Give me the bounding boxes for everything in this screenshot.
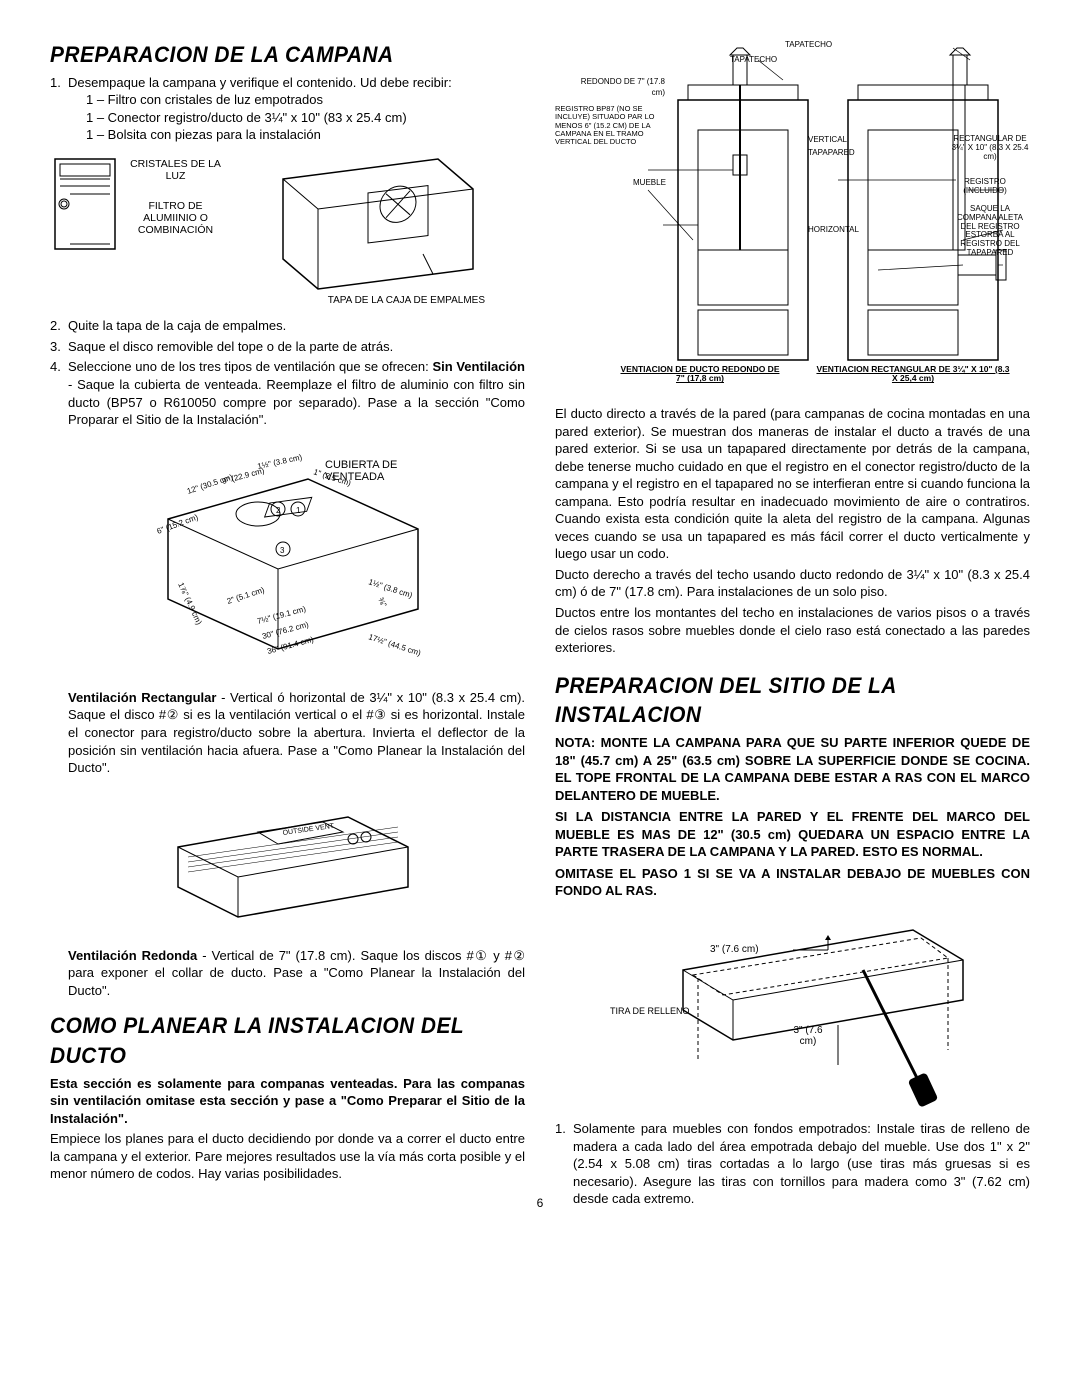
list-item: 2. Quite la tapa de la caja de empalmes. (50, 317, 525, 335)
figure-duct-topology: TAPATECHO TAPATECHO REDONDO DE 7" (17.8 … (555, 40, 1030, 385)
figure-filler-strip: 3" (7.6 cm) TIRA DE RELLENO 3" (7.6 cm) (555, 910, 1030, 1110)
sec1-list: 1. Desempaque la campana y verifique el … (50, 74, 525, 144)
sec1-list2: 2. Quite la tapa de la caja de empalmes.… (50, 317, 525, 428)
svg-text:1½" (3.8 cm): 1½" (3.8 cm) (256, 452, 303, 470)
vent-rect-para: Ventilación Rectangular - Vertical ó hor… (50, 689, 525, 777)
diag-label: VERTICAL (808, 135, 847, 146)
list-item: 1. Desempaque la campana y verifique el … (50, 74, 525, 144)
fig-label-tira: TIRA DE RELLENO (610, 1005, 690, 1017)
diag-label: HORIZONTAL (808, 225, 859, 236)
sec2-p3: El ducto directo a través de la pared (p… (555, 405, 1030, 563)
diag-label: REGISTRO BP87 (NO SE INCLUYE) SITUADO PA… (555, 105, 667, 146)
sec2-p4: Ducto derecho a través del techo usando … (555, 566, 1030, 601)
diag-label: TAPATECHO (785, 40, 832, 51)
sec3-list: 1. Solamente para muebles con fondos emp… (555, 1120, 1030, 1208)
right-column: TAPATECHO TAPATECHO REDONDO DE 7" (17.8 … (555, 40, 1030, 1211)
diag-label: RECTANGULAR DE 3¼" X 10" (8.3 X 25.4 cm) (950, 135, 1030, 161)
diag-label: MUEBLE (633, 178, 666, 189)
sec3-note2: SI LA DISTANCIA ENTRE LA PARED Y EL FREN… (555, 808, 1030, 861)
fig1-label-filtro: FILTRO DE ALUMIINIO O COMBINACIÓN (128, 200, 223, 236)
sec2-title: COMO PLANEAR LA INSTALACION DEL DUCTO (50, 1011, 501, 1070)
sec3-note1: NOTA: MONTE LA CAMPANA PARA QUE SU PARTE… (555, 734, 1030, 804)
vent-round-para: Ventilación Redonda - Vertical de 7" (17… (50, 947, 525, 1000)
sec1-title: PREPARACION DE LA CAMPANA (50, 40, 501, 70)
fig2-label: CUBIERTA DE VENTEADA (325, 459, 415, 484)
sec2-p1: Esta sección es solamente para companas … (50, 1075, 525, 1128)
svg-text:⅜": ⅜" (376, 596, 388, 609)
diag-caption: VENTIACION DE DUCTO REDONDO DE 7" (17,8 … (615, 365, 785, 384)
sec2-p5: Ductos entre los montantes del techo en … (555, 604, 1030, 657)
fig1-label-tapa: TAPA DE LA CAJA DE EMPALMES (231, 294, 485, 308)
figure-hood-underside: CRISTALES DE LA LUZ FILTRO DE ALUMIINIO … (50, 154, 525, 308)
sec3-note3: OMITASE EL PASO 1 SI SE VA A INSTALAR DE… (555, 865, 1030, 900)
sec3-title: PREPARACION DEL SITIO DE LA INSTALACION (555, 671, 1006, 730)
fig-dim-label: 3" (7.6 cm) (710, 943, 759, 957)
list-item: 1. Solamente para muebles con fondos emp… (555, 1120, 1030, 1208)
fig1-label-cristales: CRISTALES DE LA LUZ (128, 158, 223, 182)
figure-hood-perspective: OUTSIDE VENT (50, 787, 525, 937)
sec2-p2: Empiece los planes para el ducto decidie… (50, 1130, 525, 1183)
fig-dim-label: 3" (7.6 cm) (793, 1025, 823, 1047)
svg-text:17½" (44.5 cm): 17½" (44.5 cm) (367, 632, 422, 657)
left-column: PREPARACION DE LA CAMPANA 1. Desempaque … (50, 40, 525, 1211)
svg-text:1½" (3.8 cm): 1½" (3.8 cm) (367, 577, 413, 600)
diag-caption: VENTIACION RECTANGULAR DE 3¼" X 10" (8.3… (813, 365, 1013, 384)
list-item: 4. Seleccione uno de los tres tipos de v… (50, 358, 525, 428)
diag-label: TAPATECHO (730, 55, 777, 66)
svg-text:2: 2 (276, 506, 281, 515)
diag-label: SAQUE LA COMPANA ALETA DEL REGISTRO ESTO… (950, 205, 1030, 258)
diag-label: REGISTRO (INCLUIDO) (950, 178, 1020, 196)
diag-label: REDONDO DE 7" (17.8 cm) (575, 77, 665, 99)
svg-text:2" (5.1 cm): 2" (5.1 cm) (225, 585, 265, 606)
figure-dimensions: 2 1 3 6" (15.2 cm) 12" (30.5 cm) 9" (22.… (50, 439, 525, 669)
svg-text:3: 3 (280, 546, 285, 555)
diag-label: TAPAPARED (808, 148, 855, 159)
svg-text:1: 1 (296, 506, 301, 515)
list-item: 3. Saque el disco removible del tope o d… (50, 338, 525, 356)
svg-text:1⅞" (4.9 cm): 1⅞" (4.9 cm) (176, 581, 204, 626)
